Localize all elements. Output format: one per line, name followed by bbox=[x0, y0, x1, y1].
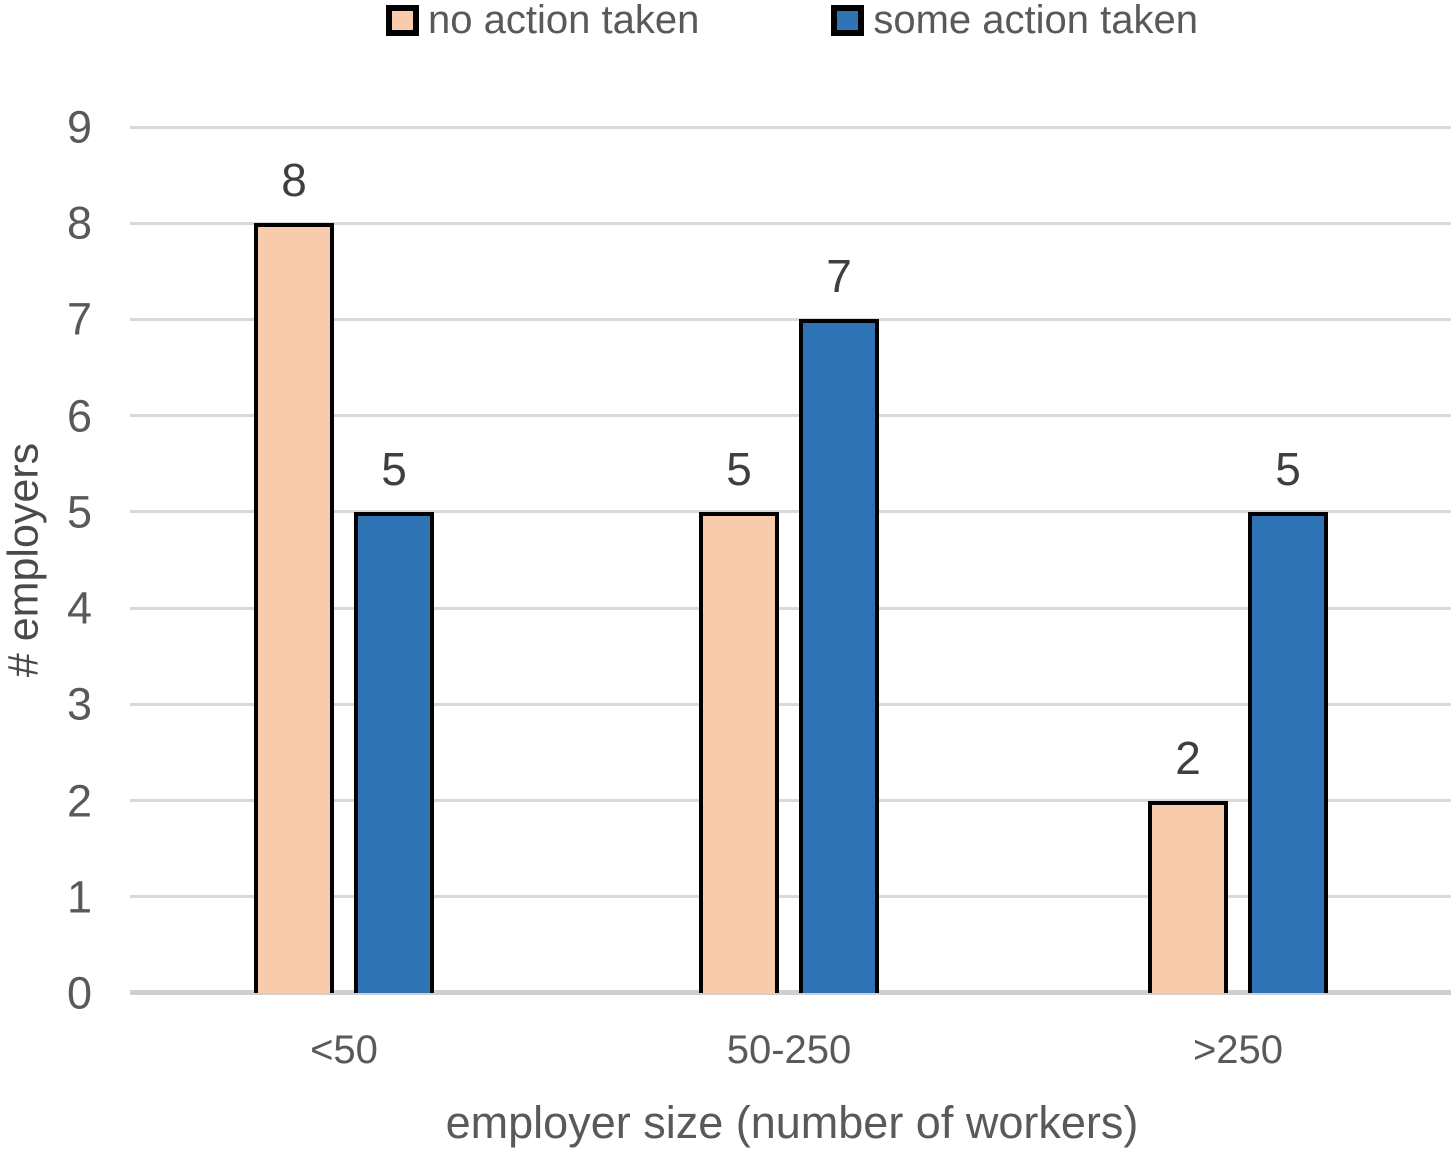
gridline-y-9 bbox=[130, 125, 1451, 129]
bar-no-action-taken-<50 bbox=[254, 223, 334, 993]
y-tick-label-8: 8 bbox=[66, 197, 92, 249]
gridline-y-1 bbox=[130, 895, 1451, 899]
x-axis-line bbox=[130, 990, 1451, 995]
gridline-y-8 bbox=[130, 221, 1451, 225]
chart-legend: no action taken some action taken bbox=[133, 0, 1451, 40]
data-label: 5 bbox=[726, 443, 752, 495]
gridline-y-7 bbox=[130, 317, 1451, 321]
y-tick-label-5: 5 bbox=[66, 486, 92, 538]
data-label: 5 bbox=[381, 443, 407, 495]
gridline-y-5 bbox=[130, 510, 1451, 514]
plot-area: 8 5 2 5 7 5 bbox=[130, 125, 1451, 995]
x-category-label-1: <50 bbox=[310, 1028, 378, 1072]
bar-some-action-taken->250 bbox=[1248, 512, 1328, 993]
legend-label-no-action: no action taken bbox=[428, 0, 700, 42]
y-axis-title: # employers bbox=[0, 442, 48, 678]
y-tick-label-2: 2 bbox=[66, 775, 92, 827]
data-label: 5 bbox=[1275, 443, 1301, 495]
bar-some-action-taken-<50 bbox=[354, 512, 434, 993]
legend-item-some-action: some action taken bbox=[831, 0, 1198, 40]
y-tick-label-9: 9 bbox=[66, 101, 92, 153]
gridline-y-3 bbox=[130, 702, 1451, 706]
gridline-y-6 bbox=[130, 414, 1451, 418]
legend-swatch-no-action bbox=[386, 4, 420, 36]
legend-label-some-action: some action taken bbox=[873, 0, 1198, 42]
y-tick-label-3: 3 bbox=[66, 678, 92, 730]
y-tick-label-6: 6 bbox=[66, 390, 92, 442]
legend-item-no-action: no action taken bbox=[386, 0, 699, 40]
x-category-label-2: 50-250 bbox=[726, 1028, 852, 1072]
y-tick-label-4: 4 bbox=[66, 582, 92, 634]
data-label: 2 bbox=[1175, 732, 1201, 784]
x-category-label-3: >250 bbox=[1192, 1028, 1284, 1072]
y-tick-label-7: 7 bbox=[66, 293, 92, 345]
data-label: 8 bbox=[281, 154, 307, 206]
bar-some-action-taken-50-250 bbox=[799, 319, 879, 993]
bar-no-action-taken-50-250 bbox=[699, 512, 779, 993]
legend-swatch-some-action bbox=[831, 4, 865, 36]
data-label: 7 bbox=[826, 250, 852, 302]
bar-no-action-taken->250 bbox=[1148, 801, 1228, 993]
y-tick-label-0: 0 bbox=[66, 967, 92, 1019]
gridline-y-4 bbox=[130, 606, 1451, 610]
gridline-y-2 bbox=[130, 799, 1451, 803]
x-axis-title: employer size (number of workers) bbox=[445, 1097, 1139, 1148]
y-tick-label-1: 1 bbox=[66, 871, 92, 923]
